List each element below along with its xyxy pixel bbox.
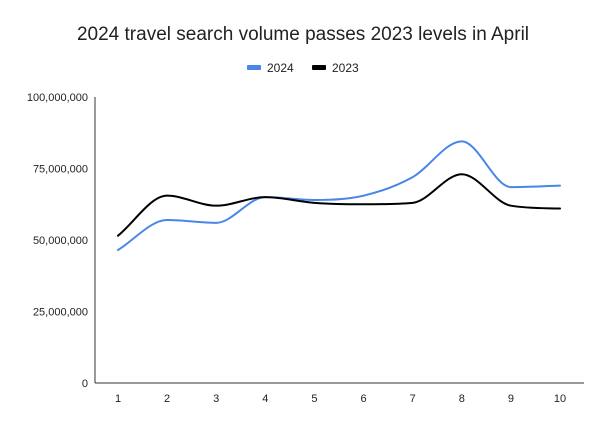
- x-tick-label: 6: [360, 393, 366, 405]
- data-point-2024: [509, 185, 513, 189]
- data-point-2023: [558, 207, 562, 211]
- x-tick-label: 2: [164, 393, 170, 405]
- data-point-2023: [116, 234, 120, 238]
- y-axis-ticks: 0 25,000,000 50,000,000 75,000,000 100,000,0…: [27, 92, 88, 390]
- legend-swatch-2024: [247, 65, 261, 70]
- y-tick-label: 50,000,000: [33, 235, 88, 247]
- series-line-2023: [117, 173, 561, 237]
- x-tick-label: 10: [554, 393, 566, 405]
- data-point-2023: [263, 195, 267, 199]
- y-tick-label: 0: [82, 378, 88, 390]
- x-tick-label: 1: [115, 393, 121, 405]
- x-tick-label: 3: [213, 393, 219, 405]
- data-point-2023: [312, 201, 316, 205]
- series-lines: [117, 140, 561, 252]
- data-point-2023: [214, 204, 218, 208]
- data-point-2023: [509, 204, 513, 208]
- y-tick-label: 75,000,000: [33, 164, 88, 176]
- x-tick-label: 7: [410, 393, 416, 405]
- x-axis-ticks: 1 2 3 4 5 6 7 8 9 10: [115, 393, 566, 405]
- x-tick-label: 5: [311, 393, 317, 405]
- legend-swatch-2023: [312, 65, 326, 70]
- chart-title: 2024 travel search volume passes 2023 le…: [77, 24, 529, 45]
- x-tick-label: 8: [459, 393, 465, 405]
- data-point-2024: [165, 218, 169, 222]
- data-point-2023: [165, 194, 169, 198]
- data-point-2024: [411, 175, 415, 179]
- series-line-2024: [117, 140, 561, 252]
- legend-label-2023: 2023: [332, 61, 359, 75]
- y-tick-label: 100,000,000: [27, 92, 88, 104]
- data-point-2023: [460, 172, 464, 176]
- y-tick-label: 25,000,000: [33, 307, 88, 319]
- data-point-2024: [214, 221, 218, 225]
- data-point-2024: [116, 248, 120, 252]
- x-tick-label: 9: [508, 393, 514, 405]
- data-point-2023: [362, 202, 366, 206]
- data-point-2023: [411, 201, 415, 205]
- legend: 2024 2023: [247, 61, 359, 75]
- data-point-2024: [558, 184, 562, 188]
- legend-label-2024: 2024: [267, 61, 294, 75]
- x-tick-label: 4: [262, 393, 268, 405]
- data-point-2024: [460, 139, 464, 143]
- data-point-2024: [362, 194, 366, 198]
